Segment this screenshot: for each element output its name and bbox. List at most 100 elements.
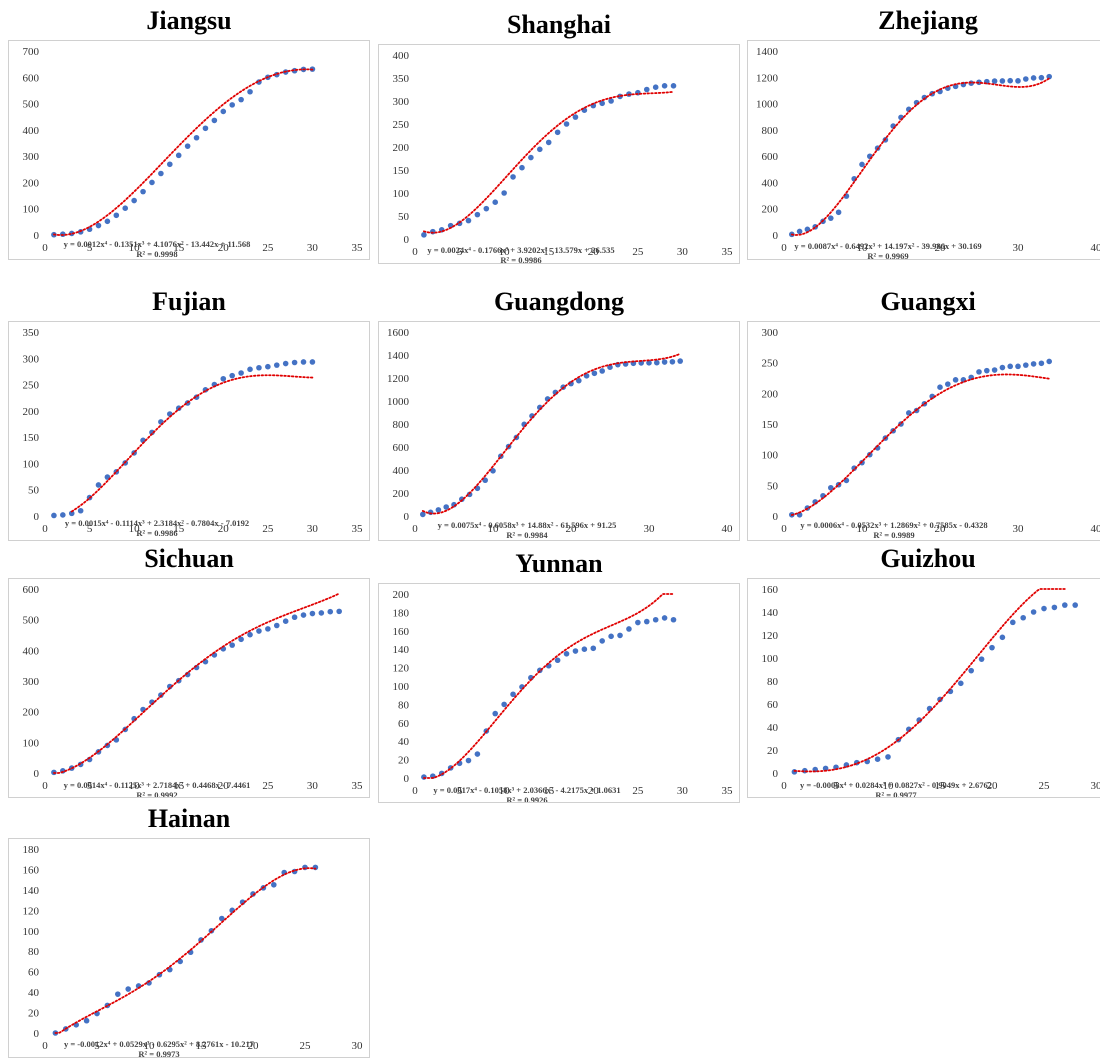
y-tick-label: 250 bbox=[393, 119, 410, 131]
data-point bbox=[501, 190, 507, 196]
data-point bbox=[671, 83, 677, 89]
r-squared-label: R² = 0.9992 bbox=[136, 790, 177, 797]
y-tick-label: 80 bbox=[28, 946, 40, 958]
chart-title: Jiangsu bbox=[8, 4, 370, 38]
y-tick-label: 160 bbox=[23, 864, 40, 876]
data-point bbox=[283, 618, 289, 624]
data-point bbox=[792, 769, 798, 775]
y-tick-label: 250 bbox=[23, 380, 40, 392]
data-point bbox=[247, 367, 253, 373]
trendline bbox=[792, 78, 1049, 235]
data-point bbox=[274, 362, 280, 368]
x-tick-label: 35 bbox=[352, 780, 364, 792]
x-tick-label: 25 bbox=[632, 785, 644, 797]
chart-title: Yunnan bbox=[378, 547, 740, 581]
y-tick-label: 1400 bbox=[387, 350, 410, 362]
data-point bbox=[1039, 360, 1045, 366]
y-tick-label: 300 bbox=[23, 676, 40, 688]
chart-title: Shanghai bbox=[378, 8, 740, 42]
y-tick-label: 1000 bbox=[387, 396, 410, 408]
y-tick-label: 140 bbox=[393, 644, 410, 656]
x-tick-label: 0 bbox=[42, 780, 48, 792]
r-squared-label: R² = 0.9989 bbox=[873, 530, 914, 540]
y-tick-label: 200 bbox=[762, 204, 779, 216]
data-point bbox=[510, 174, 516, 180]
y-tick-label: 40 bbox=[28, 987, 40, 999]
data-point bbox=[247, 632, 253, 638]
y-tick-label: 0 bbox=[404, 511, 410, 523]
data-point bbox=[836, 209, 842, 215]
x-tick-label: 25 bbox=[262, 780, 274, 792]
y-tick-label: 50 bbox=[398, 211, 410, 223]
x-tick-label: 30 bbox=[1013, 523, 1025, 535]
data-point bbox=[319, 610, 325, 616]
y-tick-label: 1200 bbox=[387, 373, 410, 385]
data-point bbox=[238, 97, 244, 103]
data-point bbox=[1000, 365, 1006, 371]
y-tick-label: 600 bbox=[393, 442, 410, 454]
trendline-equation: y = 0.0015x⁴ - 0.1114x³ + 2.3184x² - 0.7… bbox=[65, 518, 249, 528]
data-point bbox=[301, 612, 307, 618]
data-point bbox=[292, 614, 298, 620]
data-point bbox=[1052, 605, 1058, 611]
data-point bbox=[564, 651, 570, 657]
data-point bbox=[1072, 602, 1078, 608]
data-point bbox=[555, 129, 561, 135]
x-tick-label: 0 bbox=[781, 523, 787, 535]
data-point bbox=[421, 232, 427, 238]
trendline-equation: y = 0.0024x⁴ - 0.1766x³ + 3.9202x² - 13.… bbox=[427, 245, 614, 255]
r-squared-label: R² = 0.9969 bbox=[867, 251, 908, 259]
y-tick-label: 1000 bbox=[756, 99, 779, 111]
data-point bbox=[979, 656, 985, 662]
y-tick-label: 200 bbox=[23, 707, 40, 719]
y-tick-label: 0 bbox=[773, 511, 779, 523]
y-tick-label: 40 bbox=[767, 722, 779, 734]
y-tick-label: 800 bbox=[393, 419, 410, 431]
r-squared-label: R² = 0.9926 bbox=[506, 795, 547, 802]
y-tick-label: 300 bbox=[23, 353, 40, 365]
data-point bbox=[301, 359, 307, 365]
data-point bbox=[475, 212, 481, 218]
data-point bbox=[492, 199, 498, 205]
data-point bbox=[428, 510, 434, 516]
y-tick-label: 20 bbox=[398, 755, 410, 767]
trendline-equation: y = 0.0087x⁴ - 0.6492x³ + 14.197x² - 39.… bbox=[794, 241, 981, 251]
data-point bbox=[220, 109, 226, 115]
data-point bbox=[528, 155, 534, 161]
trendline bbox=[424, 92, 674, 233]
y-tick-label: 200 bbox=[393, 142, 410, 154]
data-point bbox=[564, 121, 570, 127]
data-point bbox=[590, 645, 596, 651]
data-point bbox=[194, 135, 200, 141]
y-tick-label: 100 bbox=[23, 458, 40, 470]
data-point bbox=[247, 89, 253, 95]
x-tick-label: 25 bbox=[300, 1040, 312, 1052]
data-point bbox=[283, 361, 289, 367]
chart-title: Guangdong bbox=[378, 285, 740, 319]
data-point bbox=[96, 223, 102, 229]
data-point bbox=[537, 147, 543, 153]
data-point bbox=[828, 215, 834, 221]
y-tick-label: 200 bbox=[393, 488, 410, 500]
data-point bbox=[292, 360, 298, 366]
data-point bbox=[466, 218, 472, 224]
data-point bbox=[78, 508, 84, 514]
y-tick-label: 800 bbox=[762, 125, 779, 137]
data-point bbox=[875, 756, 881, 762]
y-tick-label: 0 bbox=[773, 768, 779, 780]
trendline-equation: y = -0.0008x⁴ + 0.0284x³ + 0.0827x² - 0.… bbox=[800, 780, 992, 790]
y-tick-label: 200 bbox=[23, 177, 40, 189]
x-tick-label: 0 bbox=[781, 242, 787, 254]
y-tick-label: 0 bbox=[404, 234, 410, 246]
data-point bbox=[968, 668, 974, 674]
x-tick-label: 30 bbox=[1091, 780, 1100, 792]
y-tick-label: 0 bbox=[34, 230, 40, 242]
